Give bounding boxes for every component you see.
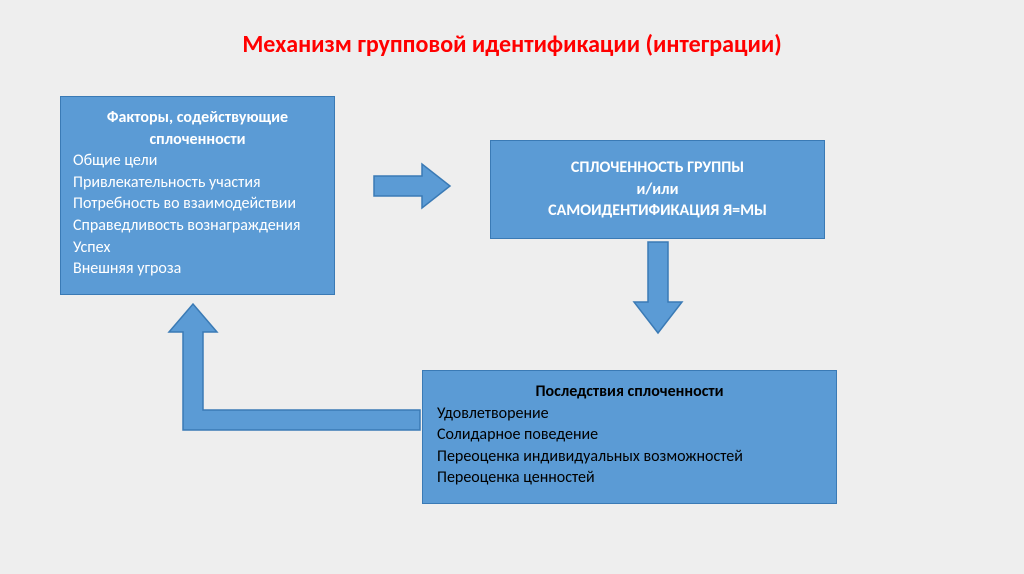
arrow-elbow-up-icon [167,302,422,442]
factors-item: Внешняя угроза [73,258,322,280]
consequences-item: Удовлетворение [437,403,822,425]
cohesion-box: СПЛОЧЕННОСТЬ ГРУППЫ и/или САМОИДЕНТИФИКА… [490,140,825,239]
cohesion-line: СПЛОЧЕННОСТЬ ГРУППЫ [503,157,812,179]
factors-item: Общие цели [73,150,322,172]
factors-item: Успех [73,237,322,259]
factors-item: Справедливость вознаграждения [73,215,322,237]
consequences-box: Последствия сплоченности Удовлетворение … [422,370,837,504]
diagram-title: Механизм групповой идентификации (интегр… [0,30,1024,59]
factors-items: Общие цели Привлекательность участия Пот… [73,150,322,280]
consequences-item: Переоценка ценностей [437,467,822,489]
consequences-items: Удовлетворение Солидарное поведение Пере… [437,403,822,489]
arrow-down-icon [632,240,684,335]
cohesion-line: САМОИДЕНТИФИКАЦИЯ Я=МЫ [503,200,812,222]
factors-item: Привлекательность участия [73,172,322,194]
consequences-item: Солидарное поведение [437,424,822,446]
factors-title: Факторы, содействующие сплоченности [73,107,322,150]
factors-item: Потребность во взаимодействии [73,193,322,215]
consequences-item: Переоценка индивидуальных возможностей [437,446,822,468]
consequences-title: Последствия сплоченности [437,381,822,403]
cohesion-line: и/или [503,179,812,201]
arrow-right-icon [372,162,452,210]
factors-box: Факторы, содействующие сплоченности Общи… [60,96,335,295]
